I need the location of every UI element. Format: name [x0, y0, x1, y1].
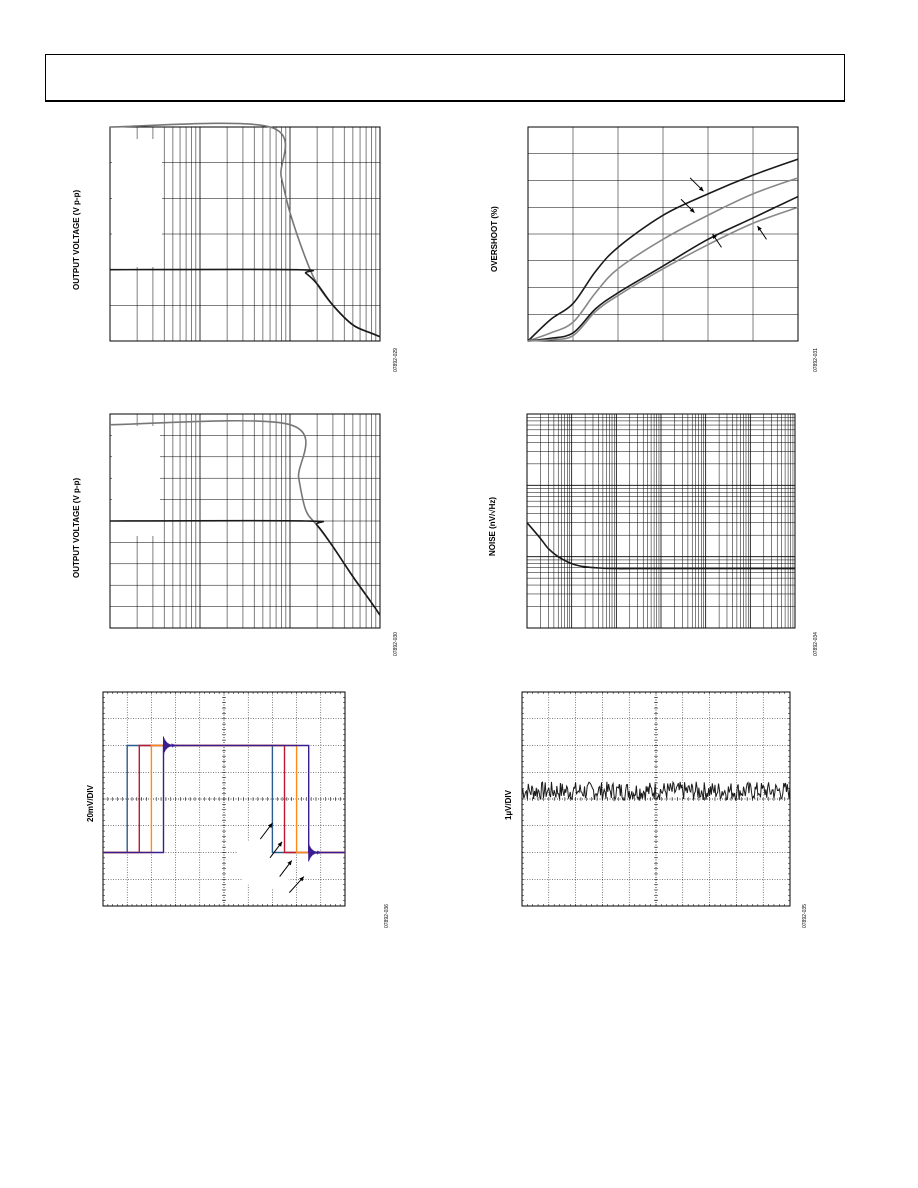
chart-noise-density: [526, 413, 796, 629]
chart3-svg: [109, 413, 381, 629]
chart5-ringing-1: [308, 844, 323, 862]
chart2-series-1: [527, 177, 799, 342]
chart4-ylabel: NOISE (nV/√Hz): [488, 496, 497, 556]
chart6-series-0: [521, 780, 791, 802]
chart2-series-0: [527, 158, 799, 342]
chart2-arrow-1: [680, 198, 695, 213]
chart1-ylabel: OUTPUT VOLTAGE (V p-p): [72, 189, 81, 290]
chart5-arrow-1: [269, 841, 283, 859]
chart-output-voltage-vs-frequency-2: [109, 413, 381, 629]
chart5-frame: [102, 691, 346, 907]
chart4-series-0: [526, 522, 795, 570]
chart2-series-3: [527, 206, 799, 342]
chart5-arrow-0: [259, 822, 273, 840]
chart5-ringing-0: [163, 736, 178, 754]
page-header-box: [45, 54, 845, 102]
chart-output-voltage-vs-frequency-1: [109, 122, 381, 342]
chart5-fig-id: 07892-036: [384, 904, 390, 928]
chart6-frame: [521, 691, 791, 907]
chart-scope-noise: [521, 691, 791, 907]
chart2-series-2: [527, 195, 799, 342]
chart2-arrow-0: [689, 177, 704, 192]
chart1-fig-id: 07892-029: [393, 348, 399, 372]
chart2-arrow-3: [757, 225, 767, 240]
chart6-grid: [521, 691, 791, 907]
legend-mask: [112, 426, 160, 536]
chart5-svg: [102, 691, 346, 907]
chart1-svg: [109, 122, 381, 342]
chart2-frame: [527, 126, 799, 342]
chart5-arrow-2: [279, 860, 293, 877]
legend-mask: [112, 139, 162, 267]
chart5-ylabel: 20mV/DIV: [86, 785, 95, 822]
chart1-frame: [109, 126, 381, 342]
chart6-fig-id: 07892-035: [802, 904, 808, 928]
chart6-svg: [521, 691, 791, 907]
chart2-arrow-2: [712, 233, 722, 248]
chart4-svg: [526, 413, 796, 629]
chart3-ylabel: OUTPUT VOLTAGE (V p-p): [72, 477, 81, 578]
chart5-arrow-3: [288, 876, 305, 893]
chart3-fig-id: 07892-030: [393, 632, 399, 656]
chart2-grid: [528, 127, 798, 341]
chart4-fig-id: 07892-034: [813, 632, 819, 656]
chart2-ylabel: OVERSHOOT (%): [490, 206, 499, 272]
chart3-series-1: [109, 519, 381, 616]
chart-scope-pulse: [102, 691, 346, 907]
chart2-fig-id: 07892-031: [813, 348, 819, 372]
chart6-ylabel: 1µV/DIV: [504, 790, 513, 820]
chart2-svg: [527, 126, 799, 342]
legend-mask: [235, 837, 296, 890]
chart1-series-1: [109, 268, 381, 338]
chart4-frame: [526, 413, 796, 629]
chart-overshoot: [527, 126, 799, 342]
chart4-grid: [526, 414, 795, 629]
